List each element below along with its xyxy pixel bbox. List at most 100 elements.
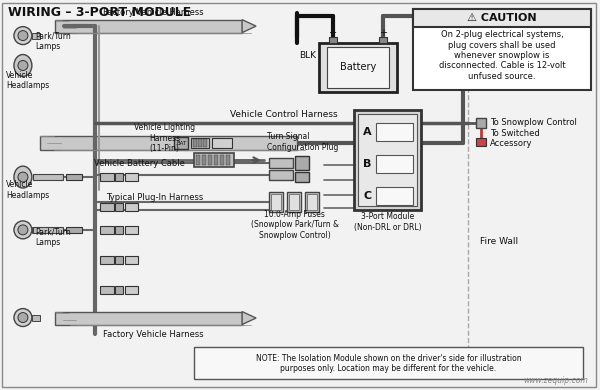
Bar (191, 138, 209, 148)
Text: Vehicle
Headlamps: Vehicle Headlamps (6, 71, 49, 90)
Text: Vehicle
Headlamps: Vehicle Headlamps (6, 180, 49, 200)
Bar (115, 256, 122, 264)
Bar (175, 137, 188, 149)
Text: Park/Turn
Lamps: Park/Turn Lamps (35, 32, 71, 51)
Bar (220, 155, 224, 165)
Text: A: A (364, 127, 372, 137)
Text: −: − (329, 28, 337, 37)
Bar (376, 123, 413, 141)
Bar (476, 138, 486, 146)
Bar (32, 315, 40, 321)
Ellipse shape (14, 55, 32, 76)
Bar (376, 155, 413, 173)
Bar (55, 312, 242, 324)
Circle shape (18, 225, 28, 235)
Bar (203, 139, 207, 147)
Bar (295, 172, 309, 182)
Text: Fire Wall: Fire Wall (480, 238, 518, 246)
Text: B: B (364, 159, 372, 169)
Bar (33, 174, 63, 180)
Circle shape (14, 27, 32, 44)
Bar (327, 46, 389, 89)
Text: Battery: Battery (340, 62, 376, 73)
Bar (353, 110, 421, 210)
Circle shape (18, 60, 28, 71)
Bar (196, 155, 200, 165)
Bar (413, 9, 591, 27)
Circle shape (18, 30, 28, 41)
Text: Vehicle Control Harness: Vehicle Control Harness (230, 110, 338, 119)
Text: +: + (379, 28, 386, 37)
Bar (376, 187, 413, 205)
Text: www.zequip.com: www.zequip.com (523, 376, 588, 385)
Circle shape (14, 308, 32, 326)
Text: RED: RED (378, 145, 399, 155)
Text: BLK: BLK (299, 51, 316, 60)
Bar (32, 33, 40, 39)
Text: WIRING – 3-PORT MODULE: WIRING – 3-PORT MODULE (8, 6, 191, 19)
Text: Typical Plug-In Harness: Typical Plug-In Harness (106, 193, 203, 202)
Bar (194, 347, 583, 379)
Text: On 2-plug electrical systems,
plug covers shall be used
whenever snowplow is
dis: On 2-plug electrical systems, plug cover… (439, 30, 565, 81)
Bar (214, 155, 218, 165)
Bar (125, 226, 139, 234)
Bar (115, 226, 122, 234)
Bar (66, 227, 82, 233)
Text: Factory Vehicle Harness: Factory Vehicle Harness (103, 8, 204, 17)
Bar (115, 173, 122, 181)
Circle shape (18, 172, 28, 182)
Bar (269, 192, 283, 212)
Bar (269, 170, 293, 180)
Text: 10.0-Amp Fuses
(Snowplow Park/Turn &
Snowplow Control): 10.0-Amp Fuses (Snowplow Park/Turn & Sno… (251, 210, 339, 240)
Bar (100, 285, 113, 294)
Bar (208, 155, 212, 165)
Bar (287, 192, 301, 212)
Bar (125, 285, 139, 294)
Bar (33, 227, 63, 233)
Circle shape (18, 312, 28, 323)
Bar (226, 155, 230, 165)
Bar (305, 192, 319, 212)
Bar (40, 136, 297, 150)
Bar (289, 194, 299, 210)
Bar (100, 173, 113, 181)
Circle shape (14, 221, 32, 239)
Bar (32, 227, 40, 233)
Polygon shape (242, 312, 256, 324)
Bar (379, 37, 386, 43)
Bar (193, 139, 197, 147)
Bar (198, 139, 202, 147)
Bar (413, 9, 591, 90)
Text: C: C (364, 191, 372, 201)
Text: BAT: BAT (176, 141, 187, 146)
Bar (476, 118, 486, 128)
Bar (125, 203, 139, 211)
Text: Vehicle Battery Cable: Vehicle Battery Cable (94, 159, 185, 168)
Text: Park/Turn
Lamps: Park/Turn Lamps (35, 227, 71, 246)
Bar (115, 203, 122, 211)
Bar (125, 173, 139, 181)
Bar (307, 194, 317, 210)
Bar (194, 153, 234, 167)
Bar (100, 256, 113, 264)
Bar (269, 158, 293, 168)
Bar (100, 226, 113, 234)
Text: NOTE: The Isolation Module shown on the driver's side for illustration
purposes : NOTE: The Isolation Module shown on the … (256, 354, 521, 373)
Text: To Snowplow Control: To Snowplow Control (490, 118, 577, 127)
Bar (55, 20, 242, 33)
Bar (319, 43, 397, 92)
Text: Turn Signal
Configuration Plug: Turn Signal Configuration Plug (267, 133, 338, 152)
Text: Factory Vehicle Harness: Factory Vehicle Harness (103, 330, 204, 339)
Bar (202, 155, 206, 165)
Bar (115, 285, 122, 294)
Bar (329, 37, 337, 43)
Bar (66, 174, 82, 180)
Bar (358, 114, 418, 206)
Text: ⚠ CAUTION: ⚠ CAUTION (467, 12, 537, 23)
Bar (125, 256, 139, 264)
Text: 3-Port Module
(Non-DRL or DRL): 3-Port Module (Non-DRL or DRL) (354, 212, 421, 232)
Bar (295, 156, 309, 170)
Bar (271, 194, 281, 210)
Text: To Switched
Accessory: To Switched Accessory (490, 129, 540, 148)
Ellipse shape (14, 166, 32, 188)
